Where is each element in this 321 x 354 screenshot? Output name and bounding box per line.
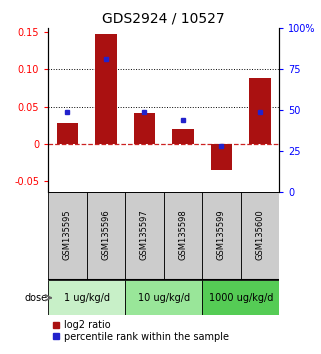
Bar	[241, 192, 279, 280]
Bar	[172, 129, 194, 144]
Bar	[125, 280, 202, 315]
Bar	[48, 192, 87, 280]
Text: GSM135600: GSM135600	[256, 209, 265, 260]
Text: 1000 ug/kg/d: 1000 ug/kg/d	[209, 293, 273, 303]
Bar	[95, 34, 117, 144]
Bar	[249, 78, 271, 144]
Bar	[202, 280, 279, 315]
Text: dose: dose	[24, 293, 48, 303]
Text: 1 ug/kg/d: 1 ug/kg/d	[64, 293, 110, 303]
Legend: log2 ratio, percentile rank within the sample: log2 ratio, percentile rank within the s…	[53, 320, 229, 342]
Text: GSM135596: GSM135596	[101, 209, 110, 260]
Text: GSM135598: GSM135598	[178, 209, 187, 260]
Bar	[57, 123, 78, 144]
Bar	[134, 113, 155, 144]
Bar	[164, 192, 202, 280]
Text: GSM135595: GSM135595	[63, 209, 72, 260]
Bar	[125, 192, 164, 280]
Bar	[202, 192, 241, 280]
Bar	[48, 280, 125, 315]
Text: GSM135599: GSM135599	[217, 209, 226, 260]
Text: GSM135597: GSM135597	[140, 209, 149, 260]
Bar	[211, 144, 232, 170]
Text: 10 ug/kg/d: 10 ug/kg/d	[138, 293, 190, 303]
Bar	[87, 192, 125, 280]
Title: GDS2924 / 10527: GDS2924 / 10527	[102, 12, 225, 26]
